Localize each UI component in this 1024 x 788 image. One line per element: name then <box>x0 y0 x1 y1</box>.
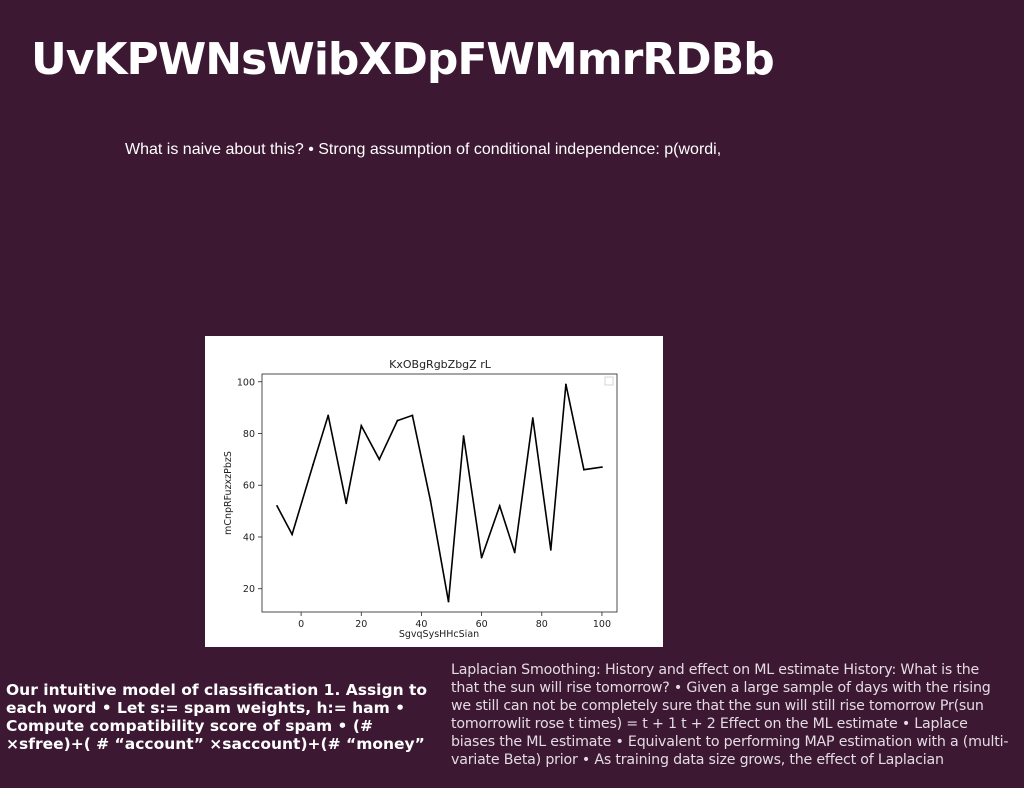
line-chart: KxOBgRgbZbgZ rL 0 20 40 60 80 100 20 40 60 80 100… <box>205 336 663 647</box>
data-point <box>345 502 348 505</box>
x-tick-label: 100 <box>593 619 611 630</box>
data-point <box>411 414 414 417</box>
data-point <box>480 556 483 559</box>
chart-svg: KxOBgRgbZbgZ rL 0 20 40 60 80 100 20 40 60 80 100… <box>223 358 618 640</box>
x-tick-label: 80 <box>536 619 548 630</box>
x-tick-label: 0 <box>298 619 304 630</box>
x-tick-label: 20 <box>355 619 367 630</box>
y-tick-label: 60 <box>243 481 255 492</box>
data-point <box>276 505 278 507</box>
y-axis-ticks: 20 40 60 80 100 <box>237 377 262 595</box>
data-point <box>312 463 315 466</box>
data-point <box>583 468 585 471</box>
x-axis-label: SgvqSysHHcSian <box>399 629 479 640</box>
chart-title: KxOBgRgbZbgZ rL <box>389 358 492 371</box>
data-point <box>564 383 567 386</box>
data-point <box>429 499 432 502</box>
slide-subtitle: What is naive about this? • Strong assum… <box>125 141 722 158</box>
plot-frame <box>261 373 618 613</box>
data-points <box>276 383 603 603</box>
data-point <box>498 505 501 507</box>
data-point <box>513 551 516 554</box>
left-caption-text: Our intuitive model of classification 1.… <box>6 681 428 753</box>
y-axis-label: mCnpRFuzxzPbzS <box>223 451 234 535</box>
y-tick-label: 40 <box>243 532 255 543</box>
x-tick-label: 60 <box>476 619 488 630</box>
legend-box <box>604 376 614 386</box>
data-point <box>601 466 603 469</box>
x-tick-label: 40 <box>415 619 427 630</box>
data-point <box>462 435 465 437</box>
series-line <box>276 384 603 602</box>
data-point <box>447 600 450 603</box>
right-body-text: Laplacian Smoothing: History and effect … <box>451 662 1009 768</box>
data-point <box>531 417 534 419</box>
y-tick-label: 20 <box>243 584 255 595</box>
slide-title: UvKPWNsWibXDpFWMmrRDBb <box>31 34 775 85</box>
data-point <box>378 458 381 461</box>
data-point <box>549 549 552 551</box>
x-axis-ticks: 0 20 40 60 80 100 <box>298 612 611 630</box>
data-point <box>360 424 363 427</box>
data-point <box>291 533 293 536</box>
y-tick-label: 80 <box>243 429 255 440</box>
data-point <box>396 419 399 422</box>
data-point <box>327 414 330 417</box>
y-tick-label: 100 <box>237 377 255 388</box>
